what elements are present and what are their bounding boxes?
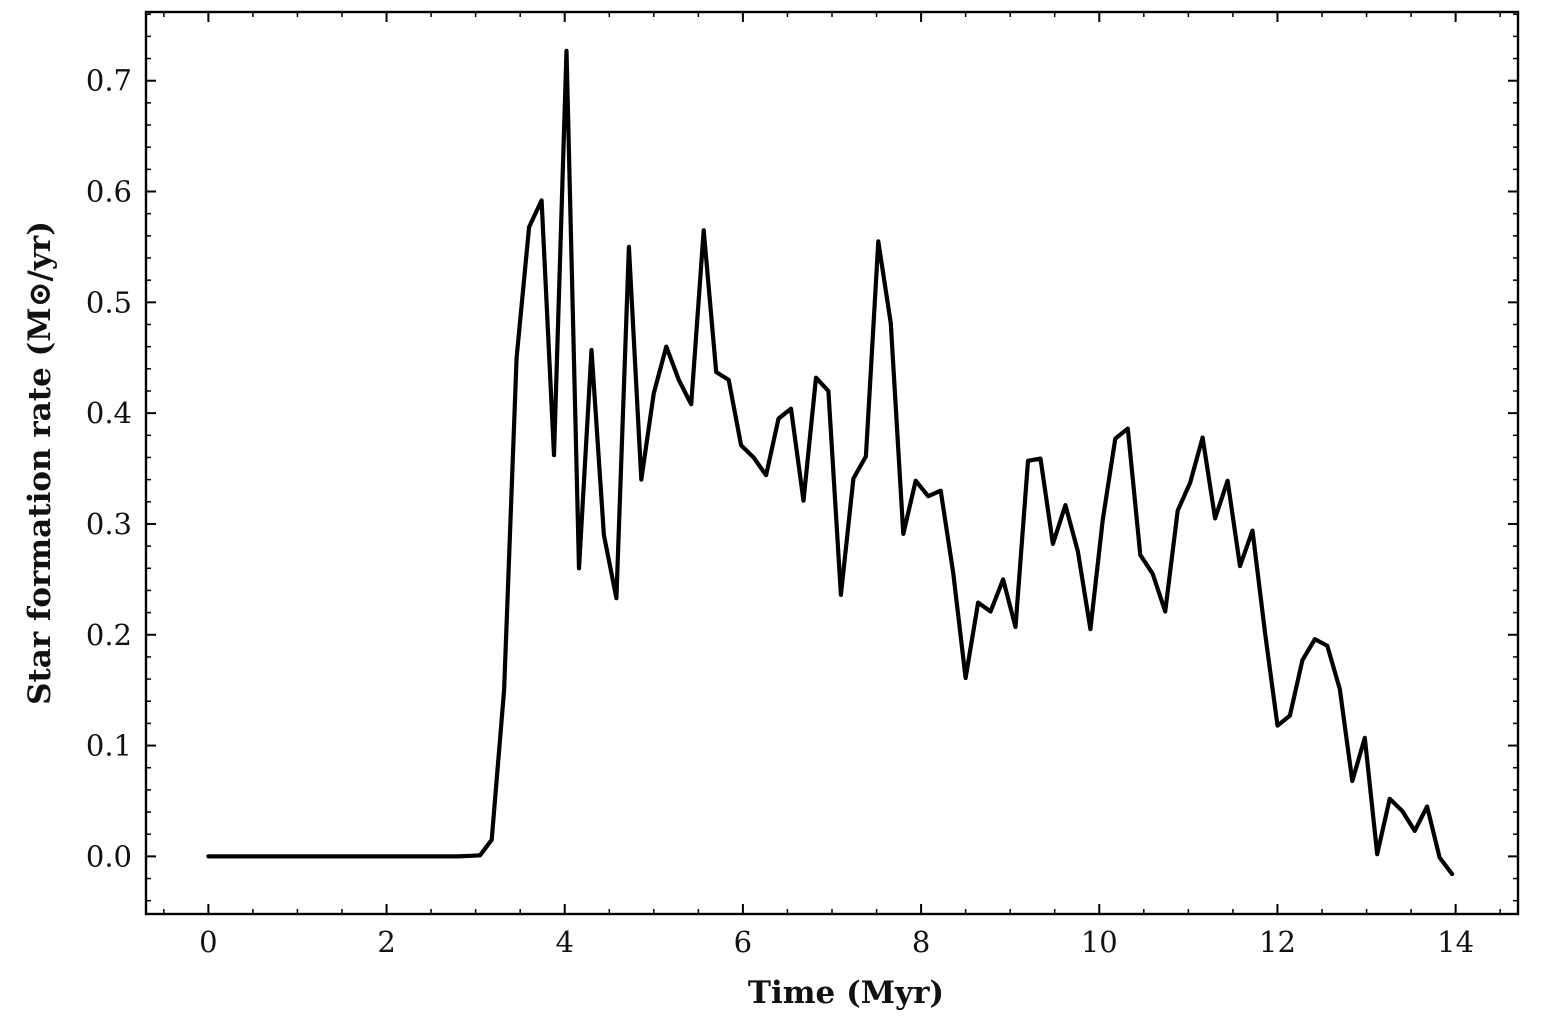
y-tick-label: 0.4 [86, 396, 132, 430]
tick-labels: 0 2 4 6 8 10 12 14 0.0 0.1 0.2 0.3 0.4 0.5 0.6 0.7 [86, 64, 1474, 959]
x-axis-label: Time (Myr) [748, 975, 944, 1011]
x-tick-label: 6 [734, 925, 752, 959]
y-axis-label: Star formation rate (M⊙/yr) [22, 221, 58, 705]
x-tick-label: 4 [556, 925, 574, 959]
y-tick-label: 0.6 [86, 175, 132, 209]
y-tick-label: 0.5 [86, 285, 132, 319]
x-tick-label: 14 [1437, 925, 1474, 959]
x-tick-label: 8 [912, 925, 930, 959]
y-tick-label: 0.3 [86, 507, 132, 541]
x-tick-label: 12 [1259, 925, 1296, 959]
y-tick-label: 0.0 [86, 839, 132, 873]
y-tick-label: 0.2 [86, 618, 132, 652]
x-tick-label: 10 [1081, 925, 1118, 959]
y-tick-label: 0.1 [86, 729, 132, 763]
y-tick-label: 0.7 [86, 64, 132, 98]
x-tick-label: 0 [199, 925, 217, 959]
plot-frame [144, 10, 1520, 916]
series-line-sfr [206, 48, 1455, 877]
x-tick-label: 2 [377, 925, 395, 959]
